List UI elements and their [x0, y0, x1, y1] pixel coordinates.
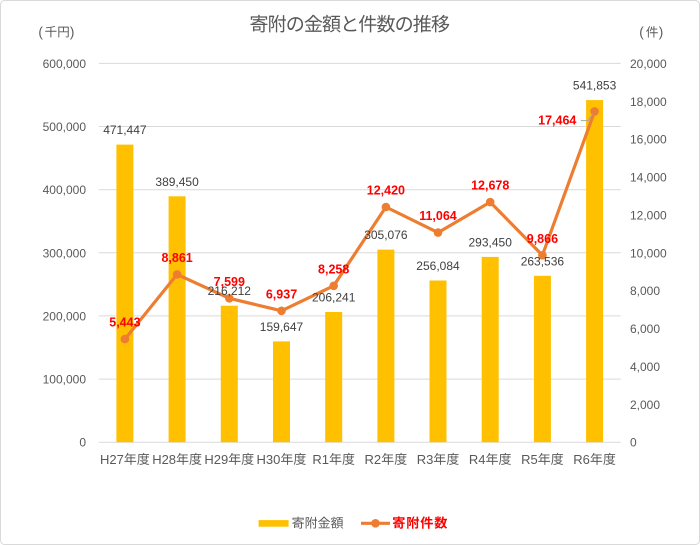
svg-text:(: ( — [639, 25, 644, 40]
svg-text:R1: R1 — [312, 452, 329, 467]
svg-text:256,084: 256,084 — [416, 259, 460, 273]
svg-text:6,000: 6,000 — [630, 322, 660, 336]
svg-text:500,000: 500,000 — [43, 120, 87, 134]
svg-text:(: ( — [38, 24, 43, 39]
svg-text:541,853: 541,853 — [573, 79, 617, 93]
svg-text:12,420: 12,420 — [367, 184, 405, 198]
svg-text:400,000: 400,000 — [43, 183, 87, 197]
svg-text:600,000: 600,000 — [43, 57, 87, 71]
svg-text:300,000: 300,000 — [43, 246, 87, 260]
svg-text:389,450: 389,450 — [155, 175, 199, 189]
svg-text:4,000: 4,000 — [630, 360, 660, 374]
svg-text:12,678: 12,678 — [471, 179, 509, 193]
svg-text:): ) — [70, 24, 75, 39]
svg-text:471,447: 471,447 — [103, 123, 147, 137]
svg-text:17,464: 17,464 — [538, 113, 576, 127]
svg-text:14,000: 14,000 — [630, 171, 667, 185]
svg-text:0: 0 — [79, 436, 86, 450]
svg-text:7,599: 7,599 — [214, 275, 245, 289]
svg-text:8,258: 8,258 — [318, 262, 349, 276]
svg-text:8,000: 8,000 — [630, 284, 660, 298]
svg-text:R4: R4 — [469, 452, 486, 467]
svg-text:2,000: 2,000 — [630, 398, 660, 412]
svg-text:R2: R2 — [365, 452, 382, 467]
svg-text:5,443: 5,443 — [109, 316, 140, 330]
svg-text:100,000: 100,000 — [43, 373, 87, 387]
svg-text:293,450: 293,450 — [469, 235, 513, 249]
svg-text:R3: R3 — [417, 452, 434, 467]
svg-text:0: 0 — [630, 436, 637, 450]
svg-text:263,536: 263,536 — [521, 254, 565, 268]
svg-text:): ) — [659, 25, 664, 40]
svg-text:12,000: 12,000 — [630, 208, 667, 222]
svg-text:H28: H28 — [152, 452, 176, 467]
svg-text:159,647: 159,647 — [260, 320, 304, 334]
svg-text:H27: H27 — [100, 452, 124, 467]
svg-text:216,212: 216,212 — [208, 284, 252, 298]
svg-text:16,000: 16,000 — [630, 133, 667, 147]
svg-text:R6: R6 — [573, 452, 590, 467]
svg-text:18,000: 18,000 — [630, 95, 667, 109]
svg-text:20,000: 20,000 — [630, 57, 667, 71]
svg-text:R5: R5 — [521, 452, 538, 467]
svg-text:305,076: 305,076 — [364, 228, 408, 242]
svg-text:11,064: 11,064 — [419, 209, 457, 223]
svg-text:10,000: 10,000 — [630, 246, 667, 260]
svg-text:H30: H30 — [257, 452, 281, 467]
svg-text:206,241: 206,241 — [312, 291, 356, 305]
svg-text:H29: H29 — [204, 452, 228, 467]
svg-text:9,866: 9,866 — [527, 232, 558, 246]
svg-text:200,000: 200,000 — [43, 309, 87, 323]
svg-text:8,861: 8,861 — [161, 251, 192, 265]
svg-text:6,937: 6,937 — [266, 287, 297, 301]
